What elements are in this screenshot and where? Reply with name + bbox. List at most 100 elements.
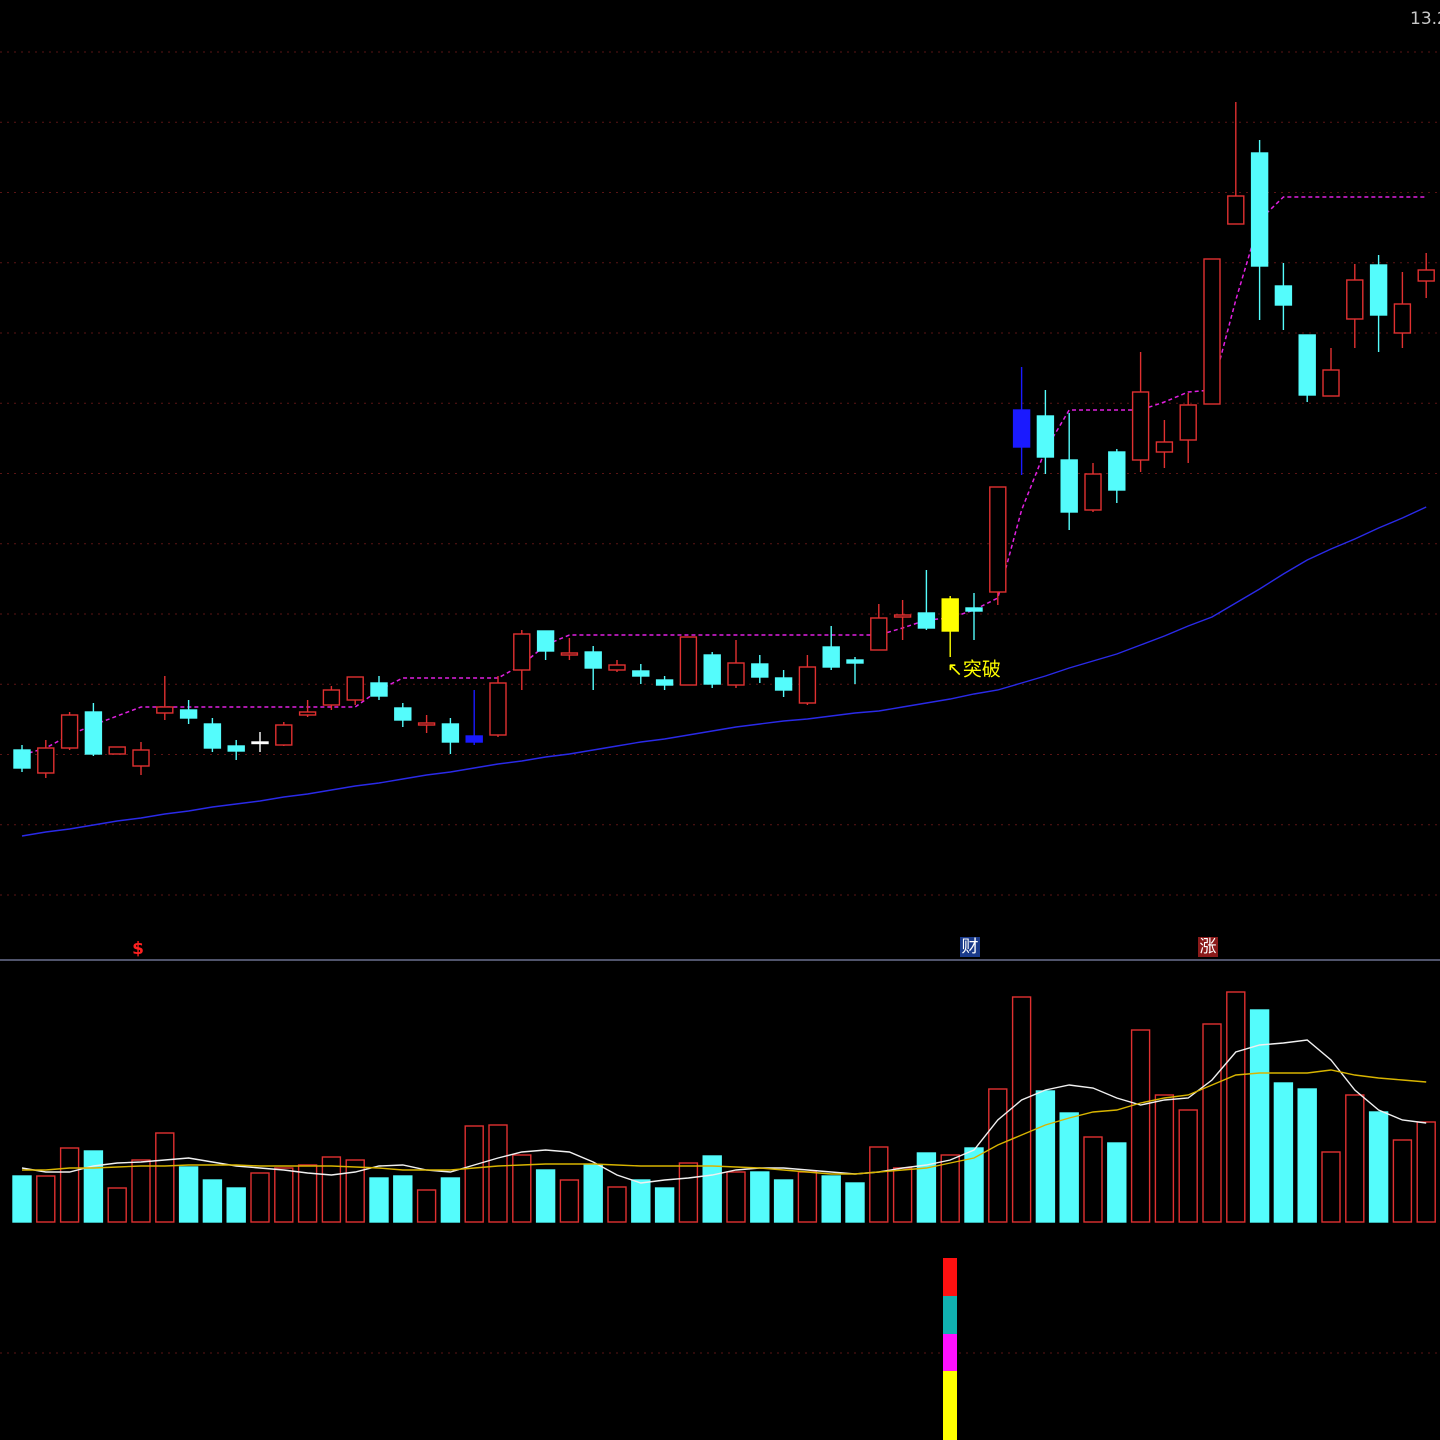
volume-bar xyxy=(131,1159,151,1223)
volume-bar xyxy=(12,1175,32,1223)
volume-bar xyxy=(1011,996,1032,1223)
volume-bar xyxy=(155,1132,175,1223)
volume-bar xyxy=(440,1177,461,1223)
candle-body xyxy=(322,689,341,706)
candle-body xyxy=(989,486,1007,593)
volume-bar xyxy=(512,1154,532,1223)
signal-segment xyxy=(943,1334,957,1371)
candle-body xyxy=(1369,264,1388,316)
candle-body xyxy=(37,747,55,774)
volume-bar xyxy=(36,1175,56,1223)
volume-bar xyxy=(869,1146,889,1223)
candle-body xyxy=(1036,415,1055,458)
volume-bar xyxy=(892,1167,913,1223)
volume-bar xyxy=(1202,1023,1222,1223)
candle-body xyxy=(227,745,245,752)
volume-bar xyxy=(250,1172,270,1223)
volume-bar xyxy=(1107,1142,1127,1223)
candle-body xyxy=(1274,285,1293,306)
volume-bar xyxy=(369,1177,389,1223)
volume-bar xyxy=(1035,1090,1056,1223)
volume-bar xyxy=(202,1179,223,1223)
volume-bar xyxy=(1249,1009,1270,1223)
candle-body xyxy=(394,707,412,721)
candle-body xyxy=(1298,334,1316,396)
candle-body xyxy=(798,666,817,704)
candle-body xyxy=(1322,369,1340,397)
volume-bar xyxy=(226,1187,246,1223)
volume-bar xyxy=(726,1171,746,1223)
volume-bar xyxy=(1297,1088,1317,1223)
volume-bar xyxy=(1059,1112,1079,1223)
candle-body xyxy=(1417,269,1435,282)
marker-box xyxy=(960,937,980,957)
volume-bar xyxy=(559,1179,580,1223)
candle-body xyxy=(60,714,79,749)
candle-body xyxy=(417,722,436,726)
volume-bar xyxy=(59,1147,80,1223)
candle-body xyxy=(251,741,269,745)
candle-body xyxy=(703,654,721,685)
volume-bar xyxy=(321,1156,342,1223)
indicator-line xyxy=(21,506,1427,837)
candle-body xyxy=(560,652,579,656)
candle-body xyxy=(679,636,698,686)
corner-label: 13.2 xyxy=(1410,9,1440,29)
volume-bar xyxy=(773,1179,794,1223)
candle-body xyxy=(132,749,150,767)
candle-body xyxy=(275,724,293,746)
candle-body xyxy=(1227,195,1245,225)
volume-bar xyxy=(964,1147,984,1223)
volume-bar xyxy=(654,1187,675,1223)
volume-bar xyxy=(750,1171,770,1223)
candle-body xyxy=(870,617,888,651)
candle-body xyxy=(822,646,840,668)
volume-bar xyxy=(393,1175,413,1223)
candle-body xyxy=(489,682,507,736)
volume-bar xyxy=(1083,1136,1103,1223)
volume-bar xyxy=(1392,1139,1413,1223)
marker-box xyxy=(1198,937,1218,957)
signal-segment xyxy=(943,1258,957,1296)
candle-body xyxy=(203,723,222,749)
volume-bar xyxy=(488,1124,508,1223)
candle-body xyxy=(465,735,483,743)
marker: 涨 xyxy=(1200,937,1217,957)
marker: $ xyxy=(132,939,144,959)
volume-bar xyxy=(416,1189,437,1223)
candle-body xyxy=(298,711,317,716)
volume-bar xyxy=(821,1175,841,1223)
candle-body xyxy=(536,630,555,652)
candle-body xyxy=(441,723,460,743)
candle-body xyxy=(846,659,864,664)
candle-body xyxy=(13,749,31,769)
candle-body xyxy=(84,711,103,755)
volume-bar xyxy=(1368,1111,1389,1223)
volume-bar xyxy=(797,1171,818,1223)
volume-bar xyxy=(345,1159,365,1223)
candle-body xyxy=(1060,459,1078,513)
volume-bar xyxy=(274,1167,294,1223)
candle-body xyxy=(893,614,912,618)
candle-body xyxy=(1203,258,1221,405)
candle-body xyxy=(1346,279,1364,320)
candle-body xyxy=(941,598,959,632)
annotation: ↖突破 xyxy=(947,659,1001,681)
candle-body xyxy=(965,607,983,612)
candle-body xyxy=(513,633,531,671)
volume-bar xyxy=(1154,1094,1175,1223)
candle-body xyxy=(751,663,769,678)
volume-bar xyxy=(1321,1151,1341,1223)
volume-bar xyxy=(988,1088,1008,1223)
candle-body xyxy=(1250,152,1269,267)
candle-body xyxy=(1084,473,1102,511)
marker: 财 xyxy=(962,937,979,957)
candle-body xyxy=(1108,451,1126,491)
candle-body xyxy=(727,662,745,686)
volume-bar xyxy=(1178,1109,1198,1223)
candle-body xyxy=(632,670,650,677)
volume-bar xyxy=(1416,1121,1436,1223)
signal-segment xyxy=(943,1296,957,1334)
volume-bar xyxy=(1345,1094,1365,1223)
